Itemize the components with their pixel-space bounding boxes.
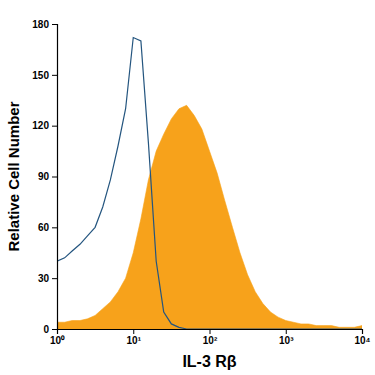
y-tick-label: 0	[43, 324, 49, 335]
x-tick-mark	[286, 329, 287, 334]
marks	[57, 38, 362, 329]
y-tick-mark	[52, 126, 57, 127]
y-tick-label: 120	[32, 120, 49, 131]
y-axis-line	[52, 25, 58, 330]
histogram-area	[57, 105, 362, 329]
y-tick-label: 180	[32, 19, 49, 30]
x-tick-label: 10²	[203, 335, 218, 346]
x-tick: 10³	[279, 329, 294, 346]
x-axis-line	[58, 330, 363, 335]
histogram-line	[57, 38, 362, 329]
plot: 10⁰ 10¹ 10² 10³ 10⁴ 0 30 60 90 120 150 180	[32, 19, 370, 346]
chart: 10⁰ 10¹ 10² 10³ 10⁴ 0 30 60 90 120 150 180 IL-3 Rβ Re…	[0, 0, 375, 375]
x-axis-title: IL-3 Rβ	[182, 353, 236, 370]
y-tick-mark	[52, 329, 57, 330]
x-tick: 10¹	[127, 329, 142, 346]
x-tick-label: 10¹	[127, 335, 142, 346]
y-tick: 150	[32, 70, 57, 81]
x-tick: 10²	[203, 329, 218, 346]
y-tick: 30	[38, 273, 57, 284]
y-tick-label: 60	[38, 222, 50, 233]
y-tick-mark	[52, 75, 57, 76]
y-tick: 90	[38, 171, 57, 182]
y-tick: 0	[43, 324, 57, 335]
y-tick-label: 30	[38, 273, 50, 284]
y-tick-label: 90	[38, 171, 50, 182]
x-tick: 10⁴	[354, 329, 370, 346]
x-tick-label: 10⁴	[354, 335, 370, 346]
y-tick-mark	[52, 227, 57, 228]
x-tick-label: 10³	[279, 335, 294, 346]
y-tick-mark	[52, 177, 57, 178]
x-tick: 10⁰	[50, 329, 65, 346]
y-tick-mark	[52, 278, 57, 279]
y-tick: 180	[32, 19, 57, 30]
x-tick-label: 10⁰	[50, 335, 65, 346]
y-tick-label: 150	[32, 70, 49, 81]
y-axis: 0 30 60 90 120 150 180	[32, 19, 57, 335]
y-tick: 120	[32, 120, 57, 131]
x-tick-mark	[362, 329, 363, 334]
x-tick-mark	[210, 329, 211, 334]
x-tick-mark	[133, 329, 134, 334]
y-tick: 60	[38, 222, 57, 233]
x-axis: 10⁰ 10¹ 10² 10³ 10⁴	[50, 329, 371, 346]
y-axis-title: Relative Cell Number	[5, 101, 22, 251]
y-tick-mark	[52, 24, 57, 25]
